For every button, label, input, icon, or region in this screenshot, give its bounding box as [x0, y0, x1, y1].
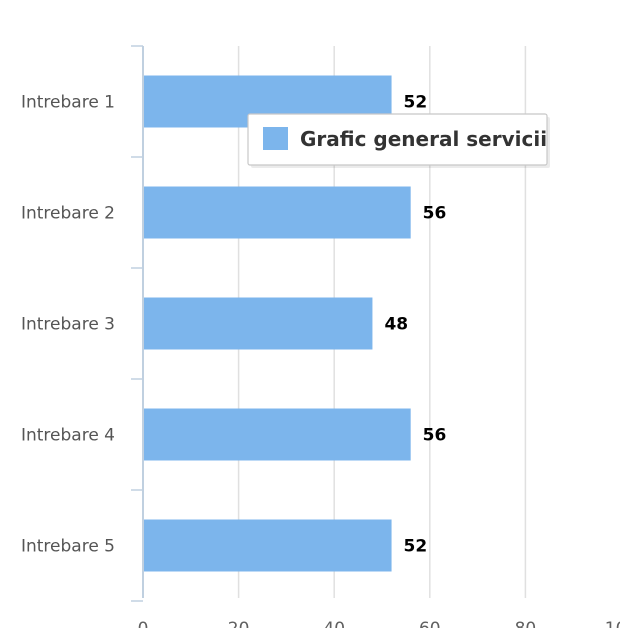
- bar: [144, 297, 373, 350]
- tick-label: 60: [419, 619, 441, 628]
- tick-label: 100: [605, 619, 620, 628]
- category-label: Intrebare 1: [21, 93, 115, 113]
- tick-label: 20: [228, 619, 250, 628]
- data-label: 52: [404, 93, 428, 113]
- value-axis-ticks: 0 20 40 60 80 100: [138, 619, 620, 628]
- data-label: 48: [384, 315, 408, 335]
- tick-label: 40: [323, 619, 345, 628]
- category-label: Intrebare 3: [21, 315, 115, 335]
- category-label: Intrebare 2: [21, 204, 115, 224]
- legend-swatch: [263, 127, 288, 150]
- category-label: Intrebare 5: [21, 537, 115, 557]
- data-labels: 52 56 48 56 52: [384, 93, 446, 557]
- data-label: 52: [404, 537, 428, 557]
- bar: [144, 186, 411, 239]
- legend-label: Grafic general servicii: [300, 127, 547, 151]
- tick-label: 80: [515, 619, 537, 628]
- data-label: 56: [423, 426, 447, 446]
- category-axis: [131, 45, 144, 602]
- data-label: 56: [423, 204, 447, 224]
- bar: [144, 408, 411, 461]
- legend[interactable]: Grafic general servicii: [247, 113, 550, 168]
- bar: [144, 519, 392, 572]
- category-label: Intrebare 4: [21, 426, 115, 446]
- tick-label: 0: [138, 619, 149, 628]
- category-labels: Intrebare 1 Intrebare 2 Intrebare 3 Intreba…: [21, 93, 115, 557]
